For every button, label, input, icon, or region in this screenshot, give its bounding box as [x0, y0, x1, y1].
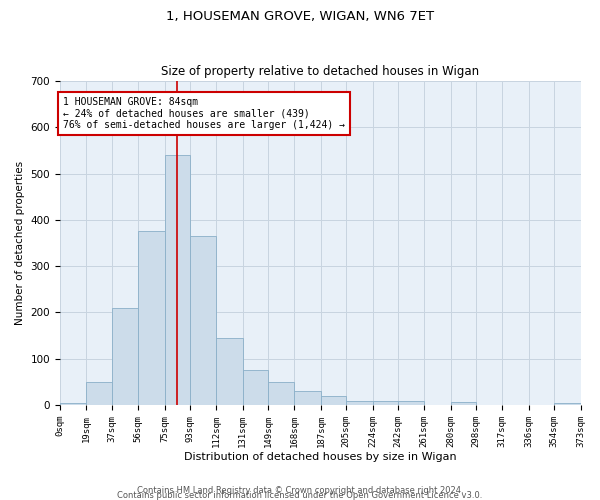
Text: Contains public sector information licensed under the Open Government Licence v3: Contains public sector information licen… [118, 491, 482, 500]
Bar [216, 338, 243, 405]
Bar [321, 396, 346, 405]
Y-axis label: Number of detached properties: Number of detached properties [15, 161, 25, 325]
Bar [398, 402, 424, 405]
Bar [138, 232, 164, 405]
Bar [346, 402, 373, 405]
X-axis label: Distribution of detached houses by size in Wigan: Distribution of detached houses by size … [184, 452, 457, 462]
Bar [451, 402, 476, 405]
Bar [268, 382, 295, 405]
Bar [373, 402, 398, 405]
Text: 1 HOUSEMAN GROVE: 84sqm
← 24% of detached houses are smaller (439)
76% of semi-d: 1 HOUSEMAN GROVE: 84sqm ← 24% of detache… [62, 98, 344, 130]
Bar [243, 370, 268, 405]
Bar [60, 403, 86, 405]
Bar [295, 391, 321, 405]
Text: 1, HOUSEMAN GROVE, WIGAN, WN6 7ET: 1, HOUSEMAN GROVE, WIGAN, WN6 7ET [166, 10, 434, 23]
Bar [112, 308, 138, 405]
Bar [554, 403, 581, 405]
Bar [86, 382, 112, 405]
Bar [190, 236, 216, 405]
Bar [164, 155, 190, 405]
Text: Contains HM Land Registry data © Crown copyright and database right 2024.: Contains HM Land Registry data © Crown c… [137, 486, 463, 495]
Title: Size of property relative to detached houses in Wigan: Size of property relative to detached ho… [161, 66, 479, 78]
